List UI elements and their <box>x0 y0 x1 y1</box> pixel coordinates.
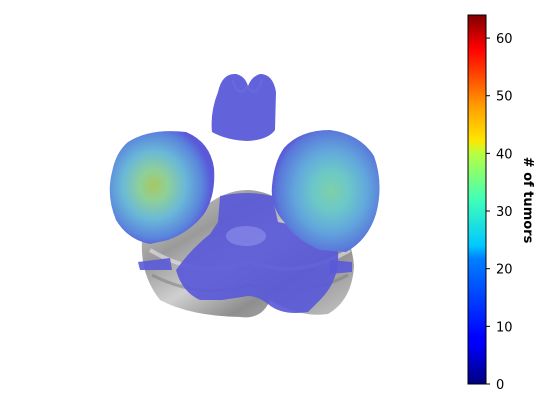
colorbar: 0 10 20 30 40 50 60 # of tumors <box>467 14 535 393</box>
colorbar-gradient <box>467 14 487 385</box>
colorbar-tick-label: 20 <box>496 263 513 278</box>
colorbar-tick-label: 0 <box>496 378 504 393</box>
central-overlay <box>176 193 339 313</box>
colorbar-tick-label: 40 <box>496 147 513 162</box>
brain-slice-image <box>109 73 380 318</box>
colorbar-label: # of tumors <box>520 157 535 244</box>
midbrain-region <box>211 73 276 141</box>
colorbar-tick-label: 30 <box>496 205 513 220</box>
left-lobe-hotspot <box>109 131 215 244</box>
right-lobe-hotspot <box>271 130 380 252</box>
colorbar-ticks: 0 10 20 30 40 50 60 <box>486 32 513 393</box>
colorbar-tick-label: 50 <box>496 90 513 105</box>
colorbar-tick-label: 10 <box>496 320 513 335</box>
colorbar-tick-label: 60 <box>496 32 513 47</box>
